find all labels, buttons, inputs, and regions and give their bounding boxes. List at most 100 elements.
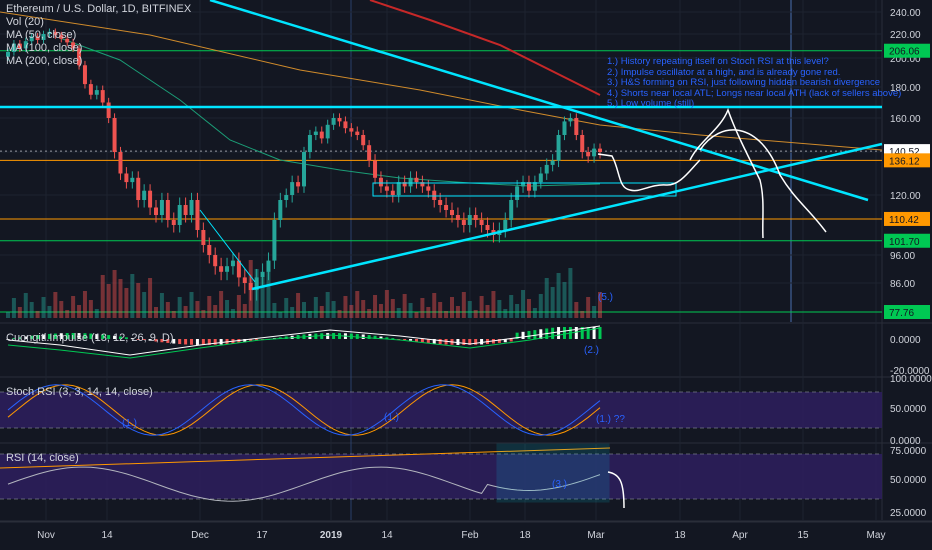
impulse-bar: [379, 336, 383, 339]
candle-body: [35, 36, 40, 40]
price-tick-label: 86.00: [890, 279, 915, 290]
volume-bar: [35, 311, 40, 318]
volume-bar: [432, 293, 437, 318]
stoch-marker: (1.): [384, 412, 399, 423]
volume-bar: [574, 302, 579, 318]
rsi-hs-box: [496, 443, 610, 503]
indicator-ma50[interactable]: MA (50, close): [6, 29, 77, 41]
candle-body: [260, 271, 265, 278]
volume-bar: [219, 291, 224, 318]
impulse-bar: [456, 339, 460, 345]
impulse-bar: [95, 333, 99, 339]
price-tick-label: 200.00: [890, 54, 921, 65]
time-tick-label: 17: [256, 530, 268, 541]
volume-bar: [278, 312, 283, 318]
impulse-pane-label[interactable]: Cuongitl.Impulse (13, 12, 26, 9, D): [6, 332, 174, 344]
candle-body: [455, 215, 460, 220]
impulse-bar: [42, 334, 46, 339]
candle-body: [230, 260, 235, 267]
candle-body: [402, 182, 407, 187]
volume-bar: [503, 309, 508, 318]
impulse-bar: [438, 339, 442, 345]
time-tick-label: Dec: [191, 530, 209, 541]
volume-bar: [47, 306, 52, 318]
impulse-bar: [6, 339, 10, 340]
impulse-bar: [178, 339, 182, 345]
impulse-bar: [503, 339, 507, 343]
symbol-title: Ethereum / U.S. Dollar, 1D, BITFINEX: [6, 3, 192, 15]
impulse-bar: [101, 334, 105, 339]
candle-body: [296, 182, 301, 187]
candle-body: [100, 90, 105, 103]
candle-body: [373, 160, 378, 178]
rsi-tick-label: 50.0000: [890, 475, 927, 486]
volume-bar: [337, 310, 342, 318]
volume-bar: [331, 301, 336, 318]
candle-body: [29, 36, 34, 42]
impulse-bar: [184, 339, 188, 345]
time-tick-label: 2019: [320, 530, 343, 541]
rsi-tick-label: 75.0000: [890, 446, 927, 457]
volume-bar: [402, 294, 407, 318]
impulse-bar: [468, 339, 472, 345]
impulse-bar: [367, 335, 371, 339]
candle-body: [136, 177, 141, 200]
volume-bar: [11, 298, 16, 318]
price-label-badge: [884, 153, 930, 168]
volume-bar: [260, 278, 265, 318]
impulse-marker: (2.): [584, 345, 599, 356]
rsi-pane-label[interactable]: RSI (14, close): [6, 452, 79, 464]
candle-body: [225, 266, 230, 272]
volume-bar: [17, 307, 22, 318]
volume-bar: [236, 295, 241, 318]
indicator-ma100[interactable]: MA (100, close): [6, 42, 83, 54]
price-label-value: 206.06: [889, 47, 920, 58]
impulse-bar: [30, 335, 34, 339]
volume-bar: [94, 309, 99, 318]
candle-body: [77, 48, 82, 66]
volume-bar: [130, 274, 135, 318]
impulse-bar: [509, 339, 513, 342]
time-tick-label: 18: [674, 530, 686, 541]
price-label-badge: [884, 43, 930, 58]
note-4: 4.) Shorts near local ATL; Longs near lo…: [607, 87, 902, 99]
candle-body: [272, 220, 277, 261]
volume-bar: [420, 298, 425, 318]
volume-bar: [272, 303, 277, 318]
indicator-volume[interactable]: Vol (20): [6, 16, 44, 28]
volume-bar: [165, 302, 170, 318]
candle-body: [71, 42, 76, 49]
candle-body: [343, 121, 348, 129]
candle-body: [65, 38, 70, 43]
candle-body: [242, 277, 247, 283]
volume-bar: [177, 297, 182, 318]
volume-bar: [491, 291, 496, 318]
stoch-rsi-pane-label[interactable]: Stoch RSI (3, 3, 14, 14, close): [6, 386, 153, 398]
candle-body: [349, 128, 354, 132]
time-tick-label: Mar: [587, 530, 605, 541]
time-tick-label: 18: [519, 530, 531, 541]
candle-body: [426, 186, 431, 191]
impulse-bar: [190, 339, 194, 345]
volume-bar: [526, 299, 531, 318]
candle-body: [521, 182, 526, 187]
candle-body: [503, 220, 508, 230]
impulse-bar: [598, 327, 602, 339]
candle-body: [550, 160, 555, 165]
ascending-trendline: [251, 142, 883, 291]
candle-body: [598, 148, 602, 152]
candle-body: [509, 200, 514, 220]
volume-bar: [183, 306, 188, 318]
stoch-marker: (1.) ??: [596, 414, 625, 425]
price-label-value: 136.12: [889, 156, 920, 167]
impulse-bar: [557, 327, 561, 339]
candle-body: [361, 135, 366, 146]
volume-bar: [349, 305, 354, 318]
ma100-line: [0, 11, 883, 151]
volume-bar: [479, 296, 484, 318]
indicator-ma200[interactable]: MA (200, close): [6, 55, 83, 67]
candle-body: [450, 210, 454, 215]
volume-bar: [171, 311, 176, 318]
candle-body: [302, 152, 306, 187]
